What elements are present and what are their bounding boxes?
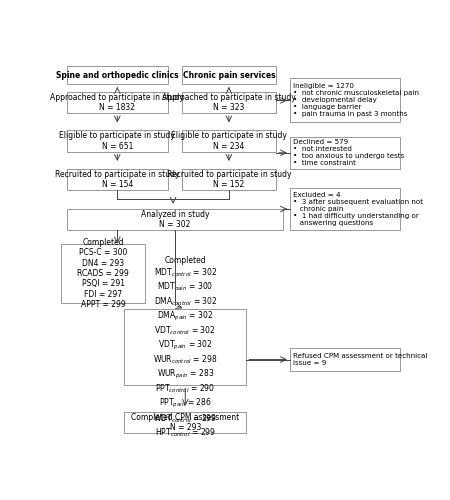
Text: Chronic pain services: Chronic pain services	[183, 70, 275, 80]
FancyBboxPatch shape	[124, 412, 246, 434]
Text: Completed CPM assessment
N = 293: Completed CPM assessment N = 293	[131, 413, 239, 432]
FancyBboxPatch shape	[67, 66, 168, 84]
Text: Declined = 579
•  not interested
•  too anxious to undergo tests
•  time constra: Declined = 579 • not interested • too an…	[293, 140, 405, 166]
FancyBboxPatch shape	[290, 137, 400, 168]
FancyBboxPatch shape	[290, 348, 400, 371]
FancyBboxPatch shape	[67, 208, 283, 230]
Text: Completed
MDT$_{control}$ = 302
MDT$_{pain}$ = 300
DMA$_{control}$ = 302
DMA$_{p: Completed MDT$_{control}$ = 302 MDT$_{pa…	[153, 256, 217, 439]
Text: Spine and orthopedic clinics: Spine and orthopedic clinics	[56, 70, 179, 80]
Text: Approached to participate in study
N = 1832: Approached to participate in study N = 1…	[50, 92, 184, 112]
FancyBboxPatch shape	[290, 78, 400, 122]
Text: Ineligible = 1270
•  not chronic musculoskeletal pain
•  developmental delay
•  : Ineligible = 1270 • not chronic musculos…	[293, 84, 419, 117]
FancyBboxPatch shape	[182, 92, 276, 113]
Text: Eligible to participate in study
N = 234: Eligible to participate in study N = 234	[171, 131, 287, 150]
Text: Refused CPM assessment or technical
issue = 9: Refused CPM assessment or technical issu…	[293, 353, 428, 366]
FancyBboxPatch shape	[182, 66, 276, 84]
FancyBboxPatch shape	[182, 130, 276, 152]
FancyBboxPatch shape	[62, 244, 145, 304]
Text: Analyzed in study
N = 302: Analyzed in study N = 302	[140, 210, 209, 229]
Text: Completed
PCS-C = 300
DN4 = 293
RCADS = 299
PSQI = 291
FDI = 297
APPT = 299: Completed PCS-C = 300 DN4 = 293 RCADS = …	[77, 238, 129, 309]
Text: Recruited to participate in study
N = 154: Recruited to participate in study N = 15…	[55, 170, 180, 189]
Text: Recruited to participate in study
N = 152: Recruited to participate in study N = 15…	[166, 170, 291, 189]
FancyBboxPatch shape	[124, 309, 246, 386]
FancyBboxPatch shape	[67, 130, 168, 152]
FancyBboxPatch shape	[67, 92, 168, 113]
FancyBboxPatch shape	[182, 168, 276, 190]
FancyBboxPatch shape	[67, 168, 168, 190]
FancyBboxPatch shape	[290, 188, 400, 230]
Text: Eligible to participate in study
N = 651: Eligible to participate in study N = 651	[59, 131, 175, 150]
Text: Approached to participate in study
N = 323: Approached to participate in study N = 3…	[162, 92, 296, 112]
Text: Excluded = 4
•  3 after subsequent evaluation not
   chronic pain
•  1 had diffi: Excluded = 4 • 3 after subsequent evalua…	[293, 192, 423, 226]
